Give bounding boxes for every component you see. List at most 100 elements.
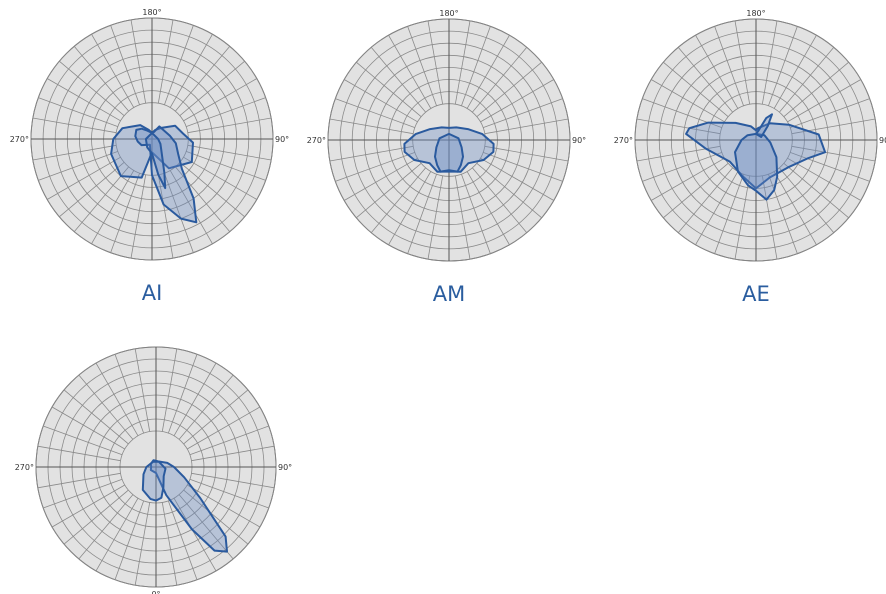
series-curve-2	[434, 132, 464, 173]
polar-grid-spoke	[91, 34, 135, 108]
polar-grid-spoke	[157, 19, 174, 104]
polar-grid-spoke	[189, 425, 269, 456]
polar-grid-spoke	[173, 497, 217, 572]
polar-grid-spoke	[370, 47, 427, 113]
polar-grid-spoke	[187, 117, 272, 134]
polar-grid-spoke	[471, 167, 528, 233]
polar-grid-spoke	[335, 152, 416, 182]
series-curve-3	[755, 113, 773, 138]
polar-grid-spoke	[773, 171, 817, 246]
polar-grid-spoke	[110, 25, 140, 106]
polar-grid-spoke	[787, 79, 862, 123]
polar-grid-spoke	[38, 151, 119, 181]
polar-grid-spoke	[91, 170, 135, 244]
polar-grid-spoke	[43, 478, 123, 509]
polar-grid-spoke	[370, 167, 427, 233]
polar-grid-spoke	[651, 157, 725, 201]
polar-grid-spoke	[461, 173, 491, 254]
polar-grid-spoke	[164, 172, 194, 253]
polar-grid-spoke	[185, 151, 266, 181]
polar-grid-spoke	[636, 118, 721, 135]
polar-grid-spoke	[164, 25, 194, 106]
series-curve-1	[685, 121, 827, 190]
polar-grid-spoke	[454, 175, 471, 260]
angle-label-left: 270°	[10, 135, 29, 144]
polar-grid-spoke	[32, 144, 117, 161]
chart-name-label: AI	[142, 281, 163, 305]
polar-grid-spoke	[356, 61, 422, 118]
polar-grid-spoke	[179, 161, 245, 218]
polar-grid-spoke	[388, 34, 432, 109]
polar-grid-spoke	[47, 156, 121, 200]
polar-grid-spoke	[482, 152, 563, 182]
polar-grid-spoke	[789, 152, 870, 182]
polar-grid-spoke	[454, 20, 471, 105]
polar-grid-spoke	[329, 145, 414, 162]
polar-chart-ai: 180° 270° 90° AI	[10, 8, 289, 305]
polar-grid-spoke	[38, 97, 119, 127]
polar-grid-spoke	[32, 117, 117, 134]
polar-grid-spoke	[461, 26, 491, 107]
polar-grid-spoke	[179, 60, 245, 117]
angle-label-top: 180°	[746, 9, 765, 18]
polar-grid-spoke	[73, 166, 130, 232]
polar-grid-spoke	[466, 171, 510, 246]
polar-grid-spoke	[161, 502, 178, 586]
polar-grid-spoke	[344, 157, 418, 201]
polar-grid-spoke	[642, 152, 723, 182]
polar-grid-spoke	[466, 34, 510, 109]
polar-grid-spoke	[37, 472, 121, 489]
polar-grid-spoke	[78, 494, 134, 560]
polar-grid-spoke	[768, 173, 798, 254]
polar-grid-spoke	[51, 484, 126, 528]
polar-grid-spoke	[734, 175, 751, 260]
polar-grid-spoke	[37, 445, 121, 462]
polar-grid-spoke	[695, 171, 739, 246]
polar-grid-spoke	[761, 175, 778, 260]
polar-grid-spoke	[677, 167, 734, 233]
series-curve-1	[149, 459, 228, 553]
polar-grid-spoke	[356, 162, 422, 219]
polar-grid-spoke	[167, 354, 198, 434]
polar-grid-spoke	[51, 406, 126, 450]
angle-label-left: 270°	[15, 463, 34, 472]
angle-label-top: 180°	[142, 8, 161, 17]
polar-grid-spoke	[183, 78, 258, 122]
polar-grid-spoke	[114, 354, 145, 434]
polar-grid-spoke	[484, 118, 569, 135]
polar-grid-spoke	[178, 374, 234, 440]
polar-grid-spoke	[663, 61, 729, 118]
polar-grid-spoke	[789, 98, 870, 128]
polar-grid-spoke	[47, 78, 121, 122]
polar-grid-spoke	[167, 500, 198, 580]
polar-grid-spoke	[161, 348, 178, 432]
polar-grid-spoke	[63, 489, 129, 545]
polar-grid-spoke	[114, 500, 145, 580]
chart-name-label: AM	[433, 282, 465, 306]
angle-label-right: 90°	[275, 135, 289, 144]
angle-label-right: 90°	[572, 136, 586, 145]
polar-grid-spoke	[59, 161, 125, 218]
polar-grid-spoke	[791, 145, 876, 162]
polar-grid-spoke	[43, 425, 123, 456]
polar-grid-spoke	[95, 362, 139, 437]
polar-grid-spoke	[427, 175, 444, 260]
series-curve-3	[144, 131, 167, 190]
polar-grid-spoke	[173, 362, 217, 437]
polar-grid-spoke	[73, 46, 130, 112]
polar-grid-spoke	[427, 20, 444, 105]
polar-grid-spoke	[344, 79, 418, 123]
polar-grid-spoke	[78, 374, 134, 440]
polar-grid-spoke	[480, 157, 554, 201]
polar-grid-spoke	[783, 61, 849, 118]
polar-grid-spoke	[407, 173, 437, 254]
polar-grid-spoke	[191, 445, 275, 462]
polar-chart-am: 180° 270° 90° AM	[307, 9, 586, 306]
polar-grid-spoke	[189, 478, 269, 509]
polar-grid-spoke	[183, 389, 249, 445]
polar-grid-spoke	[95, 497, 139, 572]
angle-label-right: 90°	[879, 136, 886, 145]
polar-grid-spoke	[476, 162, 542, 219]
polar-grid-spoke	[471, 47, 528, 113]
